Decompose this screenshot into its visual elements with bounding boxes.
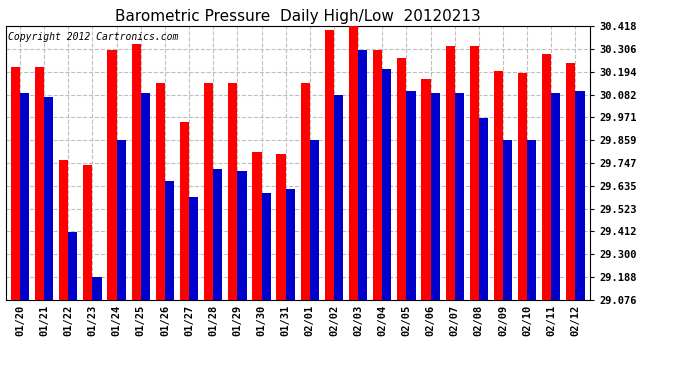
Bar [325,30,334,300]
Bar [117,140,126,300]
Bar [397,58,406,300]
Bar [189,197,198,300]
Bar [503,140,512,300]
Bar [286,189,295,300]
Bar [92,277,101,300]
Bar [518,73,527,300]
Bar [35,67,44,300]
Text: Copyright 2012 Cartronics.com: Copyright 2012 Cartronics.com [8,32,179,42]
Bar [566,63,575,300]
Bar [213,169,222,300]
Bar [44,97,53,300]
Bar [575,91,584,300]
Bar [277,154,286,300]
Bar [310,140,319,300]
Bar [20,93,29,300]
Bar [551,93,560,300]
Bar [204,83,213,300]
Bar [59,160,68,300]
Bar [237,171,246,300]
Bar [334,95,343,300]
Bar [349,22,358,300]
Bar [108,50,117,300]
Bar [446,46,455,300]
Bar [11,67,20,300]
Bar [542,54,551,300]
Bar [455,93,464,300]
Bar [253,152,262,300]
Bar [373,50,382,300]
Bar [382,69,391,300]
Bar [358,50,367,300]
Bar [470,46,479,300]
Bar [422,79,431,300]
Bar [132,44,141,300]
Bar [527,140,536,300]
Bar [180,122,189,300]
Title: Barometric Pressure  Daily High/Low  20120213: Barometric Pressure Daily High/Low 20120… [115,9,481,24]
Bar [68,232,77,300]
Bar [494,71,503,300]
Bar [301,83,310,300]
Bar [83,165,92,300]
Bar [228,83,237,300]
Bar [406,91,415,300]
Bar [156,83,165,300]
Bar [431,93,440,300]
Bar [165,181,174,300]
Bar [141,93,150,300]
Bar [262,193,270,300]
Bar [479,118,488,300]
